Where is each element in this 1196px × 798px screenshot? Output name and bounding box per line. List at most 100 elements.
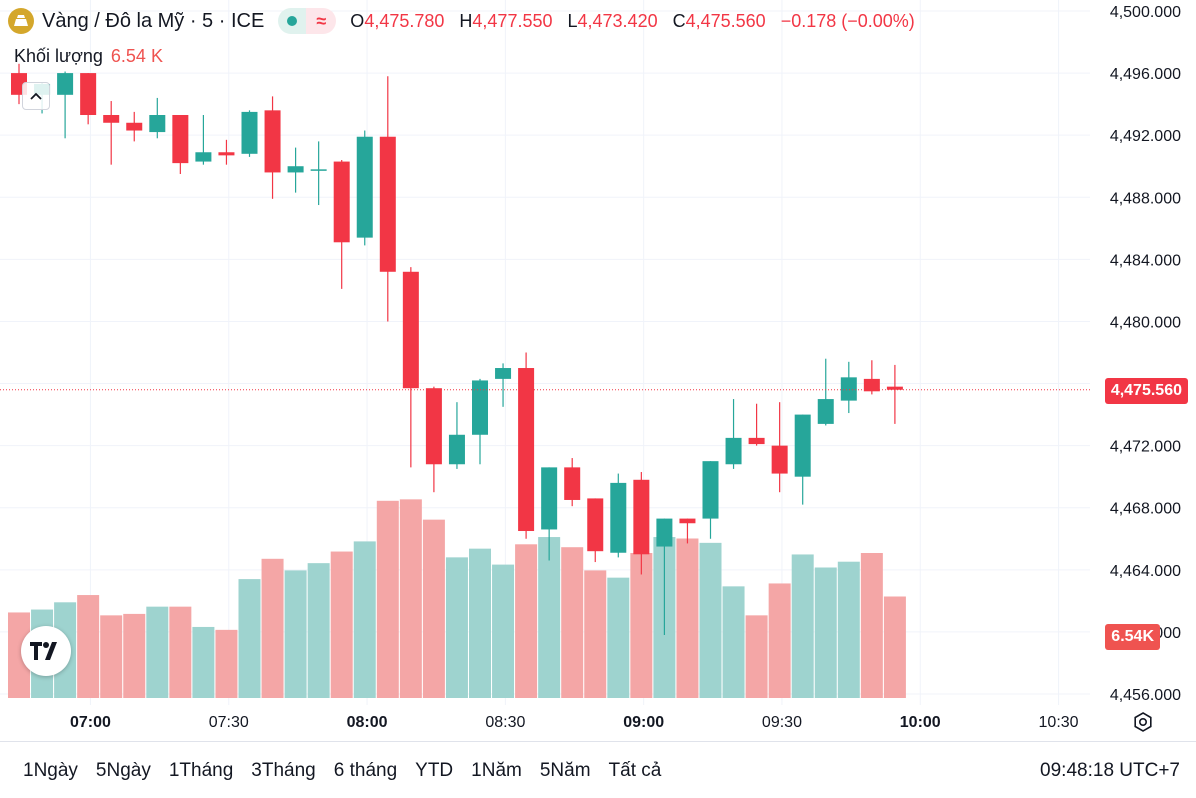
candle-body	[218, 152, 235, 156]
range-button-5[interactable]: YTD	[415, 760, 454, 781]
y-tick-label: 4,496.000	[1110, 66, 1181, 83]
candle	[679, 518, 696, 544]
volume-legend: Khối lượng 6.54 K	[14, 46, 163, 67]
volume-bar	[768, 583, 791, 698]
volume-bar	[699, 542, 722, 698]
x-tick-label: 08:30	[485, 714, 525, 731]
collapse-legend-button[interactable]	[22, 82, 50, 110]
range-button-2[interactable]: 1Tháng	[168, 760, 234, 781]
candle-body	[310, 169, 327, 171]
candle-body	[886, 386, 903, 390]
price-axis[interactable]: 4,500.000 4,496.000 4,492.000 4,488.000 4,48…	[1110, 4, 1181, 704]
candle	[172, 115, 189, 174]
range-button-1[interactable]: 5Ngày	[95, 760, 151, 781]
candle	[702, 461, 719, 539]
volume-bar	[538, 537, 561, 698]
volume-bar	[376, 500, 399, 698]
candle-body	[518, 368, 535, 532]
volume-legend-value: 6.54 K	[110, 46, 163, 66]
candle-body	[172, 115, 189, 164]
candle	[195, 115, 212, 165]
close-value: 4,475.560	[685, 10, 766, 31]
volume-bar	[169, 606, 192, 698]
symbol-title[interactable]: Vàng / Đô la Mỹ · 5 · ICE	[42, 9, 265, 32]
candle	[610, 473, 627, 558]
symbol-header: Vàng / Đô la Mỹ · 5 · ICE ≈ O4,475.780 H…	[8, 6, 915, 36]
volume-legend-label: Khối lượng	[14, 46, 103, 66]
candle-body	[195, 152, 212, 162]
volume-bar	[399, 499, 422, 698]
candle-body	[80, 73, 97, 116]
candle	[149, 97, 166, 139]
range-button-6[interactable]: 1Năm	[471, 760, 522, 781]
volume-bar	[883, 596, 906, 698]
volume-bar	[745, 615, 768, 698]
volume-bar	[814, 567, 837, 698]
candle	[472, 378, 488, 465]
candle-body	[863, 378, 880, 392]
candle-body	[794, 414, 811, 477]
candle-body	[633, 479, 650, 555]
range-button-0[interactable]: 1Ngày	[23, 760, 78, 781]
candle-body	[564, 467, 581, 500]
candle	[633, 472, 650, 575]
candle	[402, 267, 419, 468]
candle-body	[149, 115, 166, 133]
candle	[587, 498, 604, 563]
y-tick-label: 4,468.000	[1110, 501, 1181, 518]
candle-body	[126, 122, 143, 131]
volume-bar	[676, 538, 699, 698]
volume-bar	[561, 547, 584, 698]
volume-bar	[8, 612, 30, 698]
market-open-icon[interactable]	[278, 8, 307, 34]
x-tick-label: 07:30	[209, 714, 249, 731]
candle-body	[241, 111, 258, 154]
range-button-3[interactable]: 3Tháng	[251, 760, 316, 781]
candle-body	[264, 110, 281, 173]
time-axis[interactable]: 07:00 07:30 08:00 08:30 09:00 09:30 10:00 10:30	[70, 714, 1079, 731]
tradingview-logo[interactable]	[21, 626, 71, 676]
candle	[57, 71, 74, 139]
candle	[817, 358, 834, 426]
volume-bar	[445, 557, 468, 698]
candle	[264, 96, 281, 199]
candle	[80, 73, 97, 125]
footer-bar: 1Ngày 5Ngày 1Tháng 3Tháng 6 tháng YTD 1Năm 5Năm…	[0, 741, 1196, 798]
x-tick-label: 10:00	[900, 714, 941, 731]
candle-body	[840, 377, 857, 401]
candle	[518, 352, 535, 539]
volume-bar	[722, 586, 745, 698]
delayed-data-icon[interactable]: ≈	[306, 8, 337, 34]
y-tick-label: 4,484.000	[1110, 252, 1181, 269]
candle	[564, 458, 581, 507]
gold-icon	[8, 8, 34, 34]
volume-bar	[837, 561, 860, 698]
candle-body	[679, 518, 696, 524]
x-tick-label: 07:00	[70, 714, 111, 731]
candle	[863, 360, 880, 395]
high-value: 4,477.550	[472, 10, 553, 31]
volume-bar	[607, 577, 630, 698]
volume-bar	[123, 613, 146, 698]
range-button-8[interactable]: Tất cả	[608, 760, 662, 781]
range-button-7[interactable]: 5Năm	[539, 760, 591, 781]
volume-bar	[77, 595, 100, 698]
volume-bar	[146, 606, 169, 698]
gear-icon[interactable]	[1131, 710, 1155, 734]
range-selector: 1Ngày 5Ngày 1Tháng 3Tháng 6 tháng YTD 1Năm 5Năm…	[14, 760, 670, 782]
clock[interactable]: 09:48:18 UTC+7	[1040, 760, 1180, 781]
candle	[771, 402, 788, 493]
y-tick-label: 4,472.000	[1110, 439, 1181, 456]
candle-body	[472, 380, 488, 435]
status-badges[interactable]: ≈	[278, 8, 337, 34]
price-chart[interactable]: 4,500.000 4,496.000 4,492.000 4,488.000 4,48…	[0, 0, 1196, 741]
y-tick-label: 4,492.000	[1110, 128, 1181, 145]
volume-bar	[630, 553, 653, 698]
candle	[748, 403, 765, 446]
candle-body	[610, 482, 627, 553]
candle-body	[656, 518, 673, 547]
candle	[356, 130, 373, 246]
candle	[218, 139, 235, 165]
range-button-4[interactable]: 6 tháng	[333, 760, 398, 781]
volume-price-label: 6.54K	[1105, 624, 1160, 650]
